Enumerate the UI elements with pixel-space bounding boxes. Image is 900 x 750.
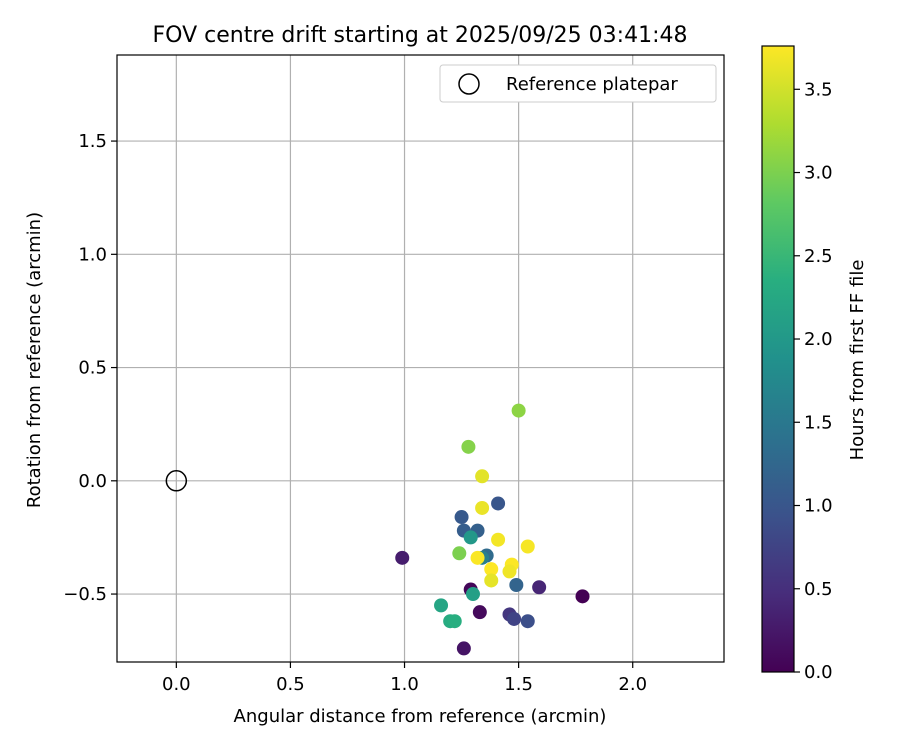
colorbar-label: Hours from first FF file (847, 260, 868, 461)
data-point (452, 546, 467, 561)
data-point (456, 641, 471, 656)
data-point (447, 614, 462, 629)
data-point (395, 550, 410, 565)
y-tick-label: 0.5 (78, 358, 107, 379)
data-point (463, 530, 478, 545)
data-point (475, 469, 490, 484)
colorbar-tick-label: 2.0 (804, 329, 833, 350)
y-tick-label: −0.5 (63, 584, 107, 605)
colorbar-tick-label: 3.5 (804, 79, 833, 100)
data-points (395, 403, 590, 656)
colorbar-tick-label: 3.0 (804, 163, 833, 184)
grid-lines (117, 55, 724, 662)
colorbar-ticks: 0.0 0.5 1.0 1.5 2.0 2.5 3.0 3.5 (794, 79, 833, 683)
data-point (472, 605, 487, 620)
x-tick-label: 0.0 (162, 674, 191, 695)
data-point (470, 550, 485, 565)
data-point (454, 510, 469, 525)
x-tick-label: 1.0 (390, 674, 419, 695)
legend-box (439, 64, 717, 103)
data-point (475, 500, 490, 515)
colorbar-tick-label: 0.0 (804, 662, 833, 683)
y-tick-label: 1.5 (78, 131, 107, 152)
colorbar-gradient (761, 45, 795, 673)
y-tick-label: 0.0 (78, 471, 107, 492)
x-axis-ticks: 0.0 0.5 1.0 1.5 2.0 (162, 662, 647, 695)
data-point (509, 577, 524, 592)
colorbar: 0.0 0.5 1.0 1.5 2.0 2.5 3.0 3.5 Hours from firs… (761, 45, 868, 683)
colorbar-tick-label: 1.5 (804, 412, 833, 433)
x-tick-label: 0.5 (276, 674, 305, 695)
data-point (491, 532, 506, 547)
data-point (484, 573, 499, 588)
y-axis-label: Rotation from reference (arcmin) (24, 212, 45, 508)
data-point (502, 564, 517, 579)
data-point (520, 539, 535, 554)
y-tick-label: 1.0 (78, 244, 107, 265)
data-point (491, 496, 506, 511)
x-tick-label: 2.0 (618, 674, 647, 695)
colorbar-tick-label: 1.0 (804, 496, 833, 517)
data-point (575, 589, 590, 604)
legend-reference-marker-icon (458, 73, 480, 95)
y-axis-ticks: −0.5 0.0 0.5 1.0 1.5 (63, 131, 117, 605)
data-point (507, 611, 522, 626)
colorbar-tick-label: 2.5 (804, 246, 833, 267)
plot-frame (116, 54, 725, 663)
chart-title: FOV centre drift starting at 2025/09/25 … (153, 23, 688, 48)
reference-marker-group (165, 470, 188, 492)
data-point (465, 587, 480, 602)
colorbar-tick-label: 0.5 (804, 579, 833, 600)
legend-label: Reference platepar (506, 74, 678, 95)
x-axis-label: Angular distance from reference (arcmin) (234, 706, 607, 727)
data-point (434, 598, 449, 613)
x-tick-label: 1.5 (504, 674, 533, 695)
data-point (520, 614, 535, 629)
data-point (484, 562, 499, 577)
data-point (511, 403, 526, 418)
data-point (461, 439, 476, 454)
reference-platepar-marker (165, 470, 188, 492)
data-point (532, 580, 547, 595)
legend: Reference platepar (439, 64, 717, 103)
